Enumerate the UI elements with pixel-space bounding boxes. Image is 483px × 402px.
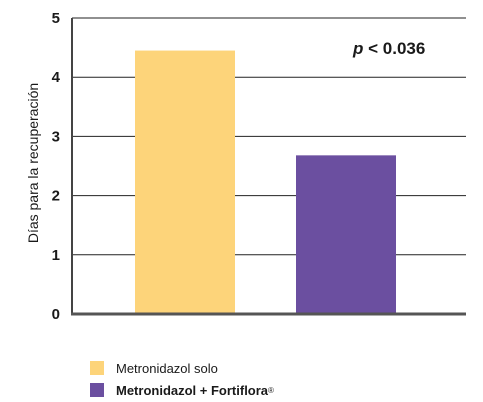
y-tick-label: 3 xyxy=(52,128,60,145)
legend-swatch xyxy=(90,361,104,375)
bars xyxy=(135,50,396,315)
p-value-annotation: p < 0.036 xyxy=(352,39,425,58)
p-value-text: < 0.036 xyxy=(363,39,425,58)
registered-mark: ® xyxy=(268,385,274,395)
legend-swatch xyxy=(90,383,104,397)
legend: Metronidazol solo Metronidazol + Fortifl… xyxy=(90,358,274,402)
legend-label: Metronidazol solo xyxy=(116,360,218,376)
y-tick-label: 4 xyxy=(52,69,61,86)
y-axis-label: Días para la recuperación xyxy=(25,83,41,243)
bar-0 xyxy=(135,50,235,315)
p-value-symbol: p xyxy=(352,39,363,58)
y-tick-label: 1 xyxy=(52,247,60,264)
y-tick-label: 0 xyxy=(52,306,60,323)
legend-item-metronidazol-solo: Metronidazol solo xyxy=(90,358,274,378)
legend-item-metronidazol-fortiflora: Metronidazol + Fortiflora ® xyxy=(90,380,274,400)
y-tick-labels: 0 1 2 3 4 5 xyxy=(52,10,61,323)
y-tick-label: 5 xyxy=(52,10,60,27)
y-tick-label: 2 xyxy=(52,188,60,205)
legend-label: Metronidazol + Fortiflora xyxy=(116,382,269,398)
bar-1 xyxy=(296,155,396,314)
